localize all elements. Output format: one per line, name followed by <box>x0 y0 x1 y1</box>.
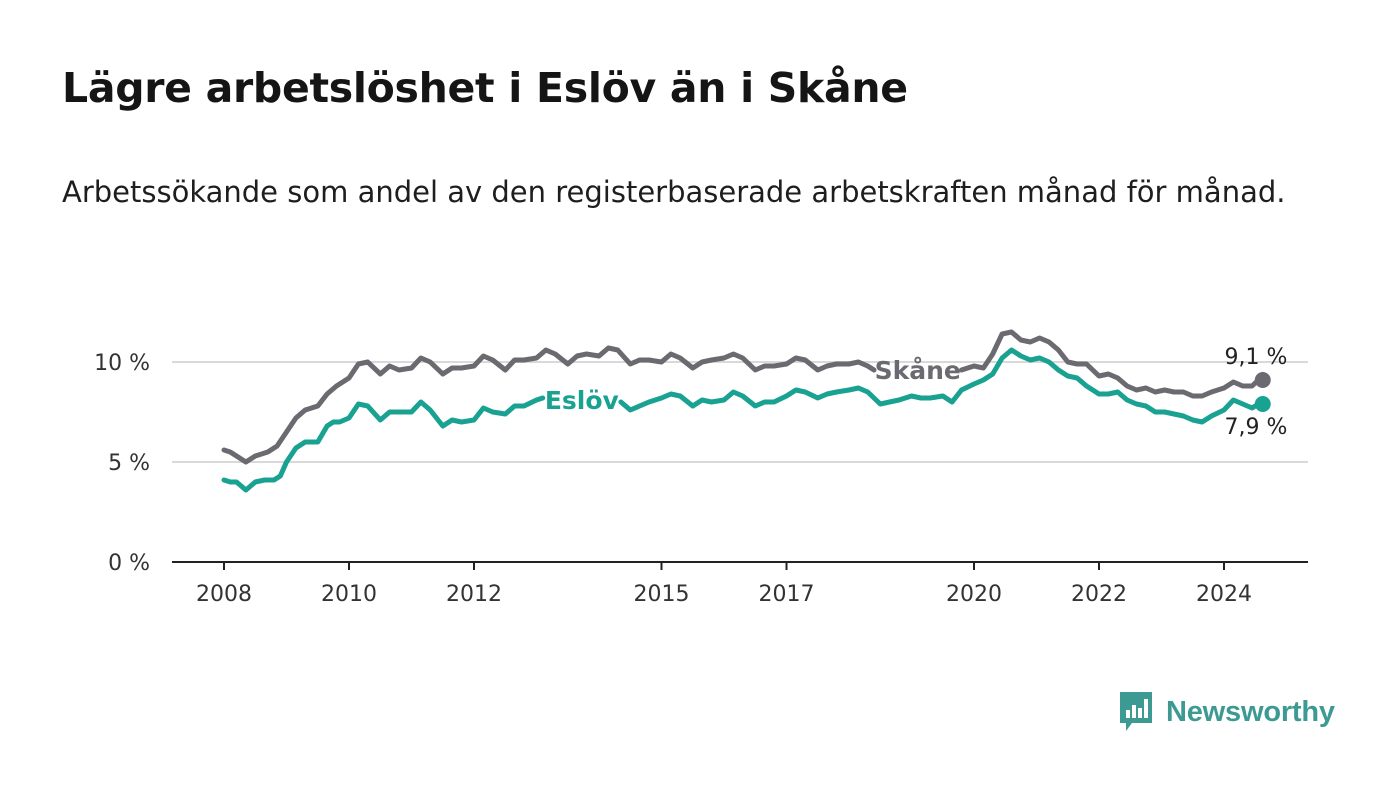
eslov-series-label: Eslöv <box>545 386 619 415</box>
eslov-end-point <box>1254 396 1271 412</box>
skane-line-segment-2 <box>959 329 1266 399</box>
skane-end-value-label: 9,1 % <box>1225 345 1288 370</box>
eslov-end-value-label: 7,9 % <box>1225 415 1288 440</box>
x-tick-label: 2024 <box>1196 582 1252 607</box>
series-labels: 9,1 % Skåne 7,9 % Eslöv <box>545 345 1288 440</box>
newsworthy-icon <box>1120 692 1152 731</box>
skane-end-point <box>1254 372 1271 388</box>
eslov-line-segment-1 <box>221 395 546 493</box>
grid-lines <box>172 361 1308 463</box>
chart-title: Lägre arbetslöshet i Eslöv än i Skåne <box>62 64 908 112</box>
series-lines <box>221 329 1271 493</box>
brand-name: Newsworthy <box>1166 695 1335 728</box>
newsworthy-logo: Newsworthy <box>1118 688 1335 736</box>
skane-series-label: Skåne <box>875 356 961 385</box>
x-tick-label: 2012 <box>446 582 502 607</box>
x-axis: 2008 2010 2012 2015 2017 2020 2022 2024 <box>172 561 1308 607</box>
x-tick-label: 2010 <box>321 582 377 607</box>
x-tick-label: 2022 <box>1071 582 1127 607</box>
x-tick-label: 2008 <box>196 582 252 607</box>
y-tick-label: 5 % <box>108 451 150 476</box>
eslov-line-segment-2 <box>618 347 1266 425</box>
skane-line-segment-1 <box>221 345 877 465</box>
x-tick-label: 2020 <box>946 582 1002 607</box>
y-tick-label: 10 % <box>94 351 150 376</box>
y-axis-ticks: 0 % 5 % 10 % <box>94 351 150 576</box>
x-tick-label: 2017 <box>759 582 815 607</box>
y-tick-label: 0 % <box>108 551 150 576</box>
chart-subtitle: Arbetssökande som andel av den registerb… <box>62 175 1286 209</box>
x-tick-label: 2015 <box>634 582 690 607</box>
